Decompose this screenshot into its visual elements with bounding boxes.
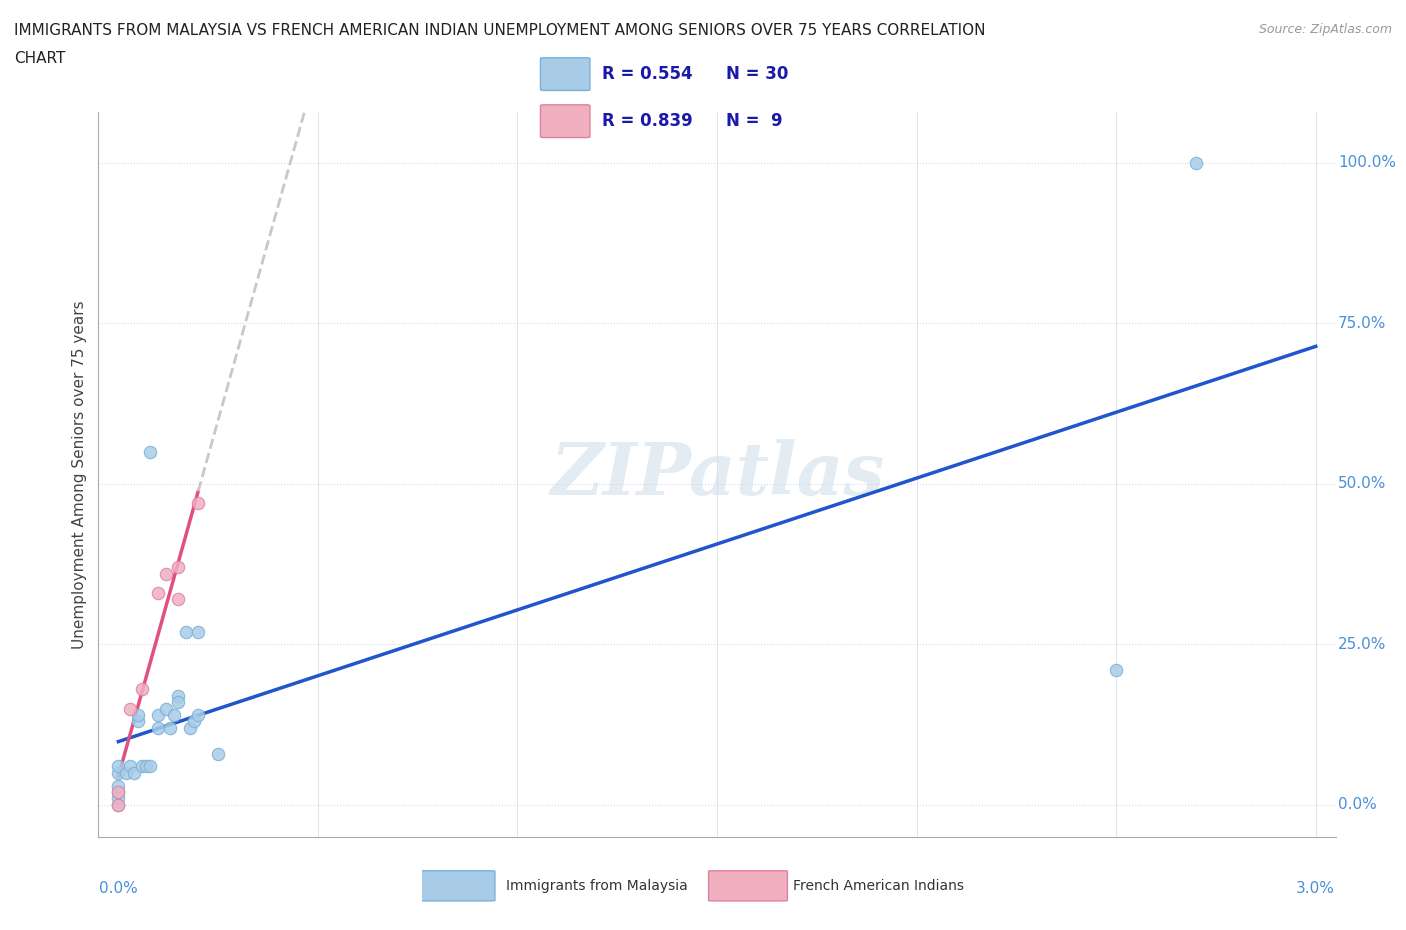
Point — [183, 714, 205, 729]
Text: CHART: CHART — [14, 51, 66, 66]
FancyBboxPatch shape — [709, 870, 787, 901]
FancyBboxPatch shape — [540, 58, 591, 90]
FancyBboxPatch shape — [416, 870, 495, 901]
Point — [1185, 155, 1208, 170]
Point — [167, 695, 190, 710]
Text: 3.0%: 3.0% — [1296, 881, 1336, 896]
Text: 25.0%: 25.0% — [1339, 637, 1386, 652]
Point — [131, 759, 153, 774]
Point — [124, 765, 146, 780]
Text: N = 30: N = 30 — [725, 65, 789, 83]
Point — [139, 759, 162, 774]
FancyBboxPatch shape — [540, 105, 591, 138]
Point — [167, 560, 190, 575]
Text: R = 0.554: R = 0.554 — [602, 65, 693, 83]
Text: Source: ZipAtlas.com: Source: ZipAtlas.com — [1258, 23, 1392, 36]
Point — [148, 721, 170, 736]
Point — [135, 759, 157, 774]
Point — [174, 624, 197, 639]
Point — [179, 721, 201, 736]
Y-axis label: Unemployment Among Seniors over 75 years: Unemployment Among Seniors over 75 years — [72, 300, 87, 648]
Text: N =  9: N = 9 — [725, 113, 783, 130]
Point — [159, 721, 181, 736]
Point — [107, 765, 129, 780]
Point — [107, 759, 129, 774]
Point — [127, 714, 149, 729]
Point — [148, 586, 170, 601]
Text: French American Indians: French American Indians — [793, 879, 965, 893]
Point — [107, 797, 129, 812]
Point — [207, 746, 229, 761]
Text: Immigrants from Malaysia: Immigrants from Malaysia — [506, 879, 688, 893]
Point — [107, 785, 129, 800]
Point — [139, 445, 162, 459]
Point — [187, 624, 209, 639]
Point — [107, 791, 129, 806]
Point — [1105, 663, 1128, 678]
Text: 50.0%: 50.0% — [1339, 476, 1386, 491]
Point — [167, 592, 190, 607]
Text: 0.0%: 0.0% — [1339, 797, 1376, 813]
Point — [163, 708, 186, 723]
Point — [187, 496, 209, 511]
Point — [107, 797, 129, 812]
Point — [107, 778, 129, 793]
Point — [131, 682, 153, 697]
Text: ZIPatlas: ZIPatlas — [550, 439, 884, 510]
Point — [187, 708, 209, 723]
Point — [148, 708, 170, 723]
Point — [115, 765, 138, 780]
Point — [120, 759, 142, 774]
Text: 0.0%: 0.0% — [98, 881, 138, 896]
Point — [167, 688, 190, 703]
Point — [155, 701, 177, 716]
Point — [120, 701, 142, 716]
Text: 100.0%: 100.0% — [1339, 155, 1396, 170]
Text: IMMIGRANTS FROM MALAYSIA VS FRENCH AMERICAN INDIAN UNEMPLOYMENT AMONG SENIORS OV: IMMIGRANTS FROM MALAYSIA VS FRENCH AMERI… — [14, 23, 986, 38]
Point — [107, 785, 129, 800]
Text: R = 0.839: R = 0.839 — [602, 113, 693, 130]
Point — [155, 566, 177, 581]
Point — [127, 708, 149, 723]
Text: 75.0%: 75.0% — [1339, 316, 1386, 331]
